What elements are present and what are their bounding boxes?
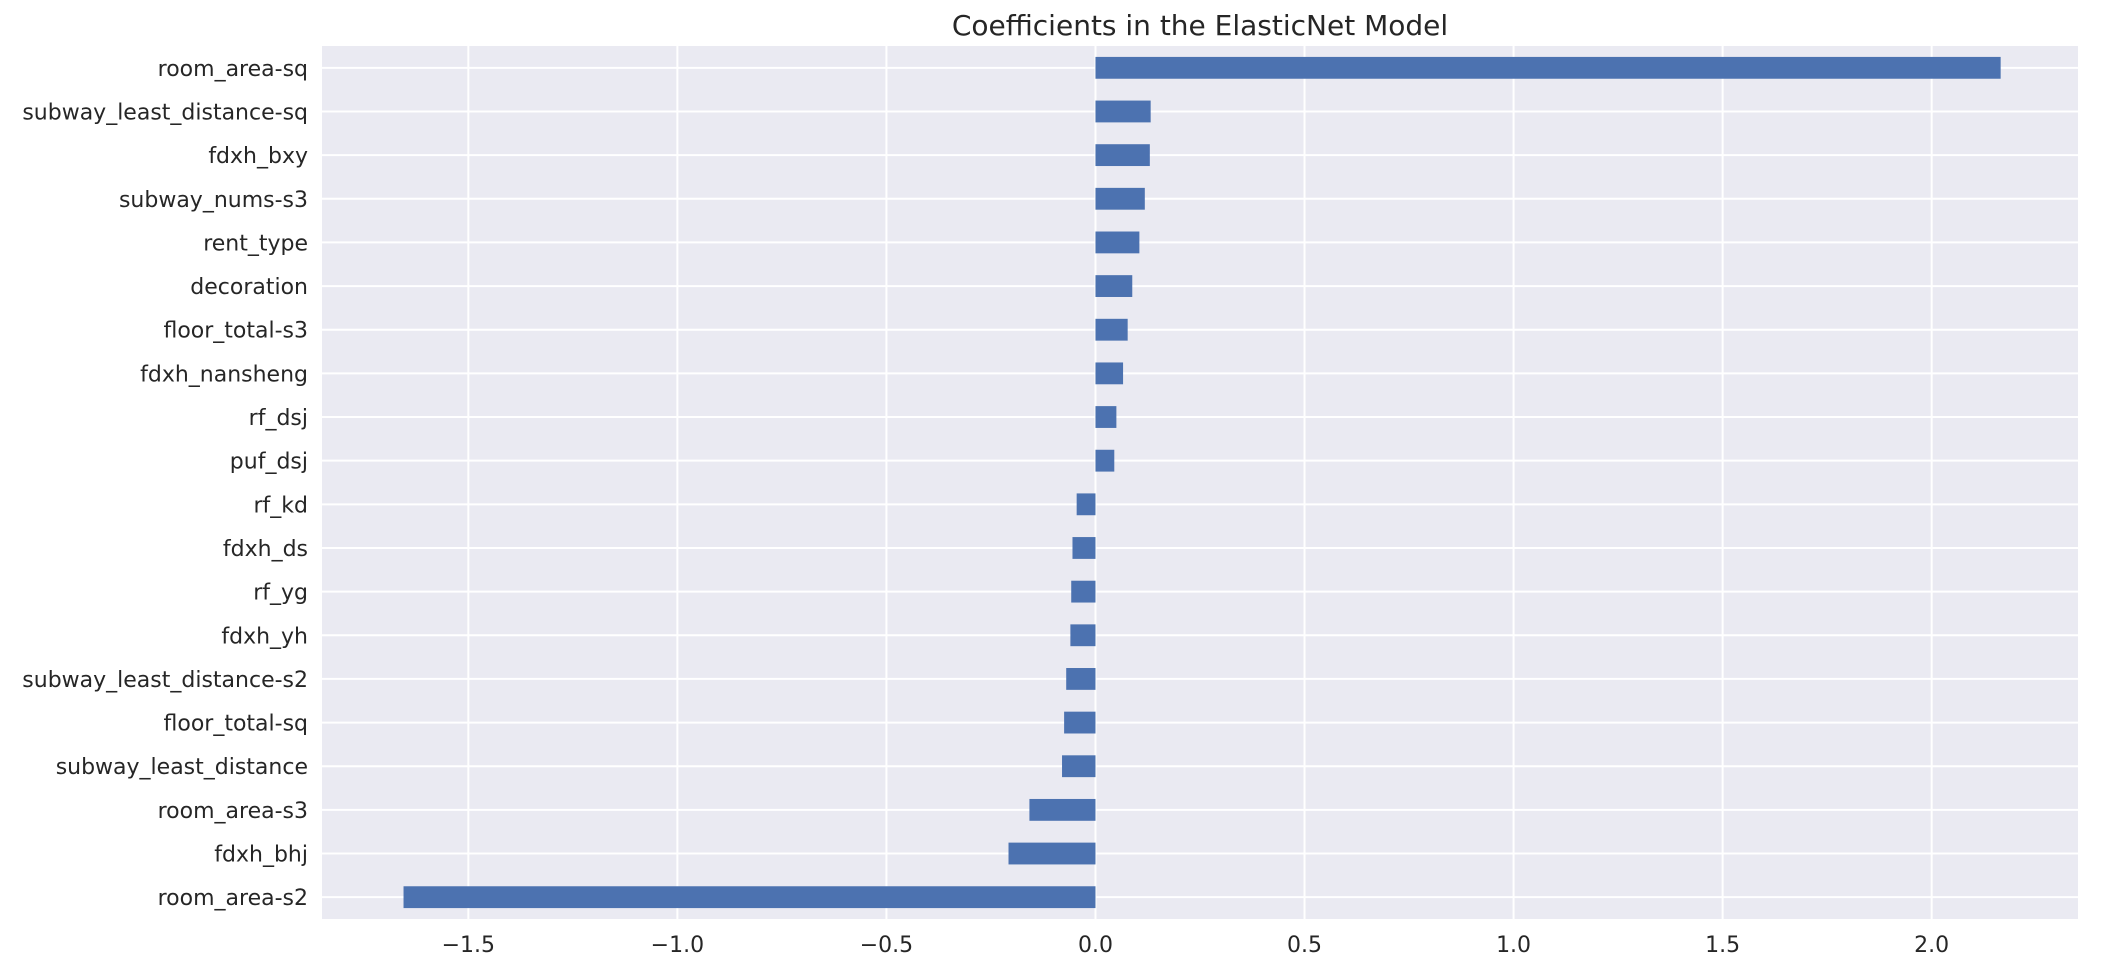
bar-subway_nums-s3 [1095,187,1145,210]
bar-puf_dsj [1095,449,1115,472]
y-axis-categories: room_area-sq subway_least_distance-sqfdxh… [22,57,308,911]
y-category-label: subway_nums-s3 [119,188,308,213]
y-category-label: fdxh_nansheng [140,362,308,387]
bar-subway_least_distance-s2 [1066,668,1096,690]
y-category-label: puf_dsj [230,450,308,475]
y-category-label: decoration [190,275,308,300]
bar-fdxh_bxy [1095,144,1150,167]
y-category-label: subway_least_distance-sq [22,100,308,125]
x-tick-label: 1.0 [1496,933,1531,958]
bar-fdxh_nansheng [1095,362,1124,385]
x-tick-label: −0.5 [860,933,913,958]
bar-subway_least_distance [1062,755,1096,778]
x-axis-ticks: −1.5 −1.0 −0.5 0.0 0.5 1.0 1.5 2.0 [442,933,1950,958]
bars [403,56,2001,909]
y-category-label: fdxh_yh [221,624,308,649]
bar-room_area-sq [1095,56,2001,79]
y-category-label: room_area-s2 [158,886,308,911]
bar-rf_dsj [1095,406,1117,428]
x-tick-label: 1.5 [1705,933,1740,958]
x-tick-label: 0.0 [1078,933,1113,958]
y-category-label: subway_least_distance [56,755,308,780]
bar-rf_kd [1076,493,1096,516]
bar-fdxh_yh [1070,624,1096,647]
grid-lines [322,46,2078,919]
bar-floor_total-s3 [1095,318,1128,341]
plot-area [322,46,2078,919]
chart-title: Coefficients in the ElasticNet Model [952,9,1448,42]
bar-rent_type [1095,231,1140,254]
bar-room_area-s3 [1029,798,1096,821]
x-tick-label: 0.5 [1287,933,1322,958]
x-tick-label: −1.0 [651,933,704,958]
y-category-label: room_area-sq [158,57,308,82]
y-category-label: fdxh_ds [223,537,308,562]
y-category-label: rent_type [203,231,308,256]
y-category-label: rf_dsj [249,406,308,431]
bar-decoration [1095,275,1133,297]
bar-rf_yg [1071,580,1096,603]
y-category-label: fdxh_bhj [214,843,308,868]
x-tick-label: 2.0 [1914,933,1949,958]
bar-floor_total-sq [1064,711,1096,734]
bar-subway_least_distance-sq [1095,100,1151,123]
bar-fdxh_ds [1072,537,1096,559]
y-category-label: floor_total-sq [164,712,309,737]
y-category-label: fdxh_bxy [208,144,308,169]
y-category-label: floor_total-s3 [163,319,308,344]
y-category-label: rf_kd [254,493,309,518]
y-category-label: room_area-s3 [158,799,308,824]
bar-room_area-s2 [403,886,1096,909]
bar-fdxh_bhj [1008,842,1096,865]
y-category-label: rf_yg [253,581,308,606]
x-tick-label: −1.5 [442,933,495,958]
y-category-label: subway_least_distance-s2 [22,668,308,693]
